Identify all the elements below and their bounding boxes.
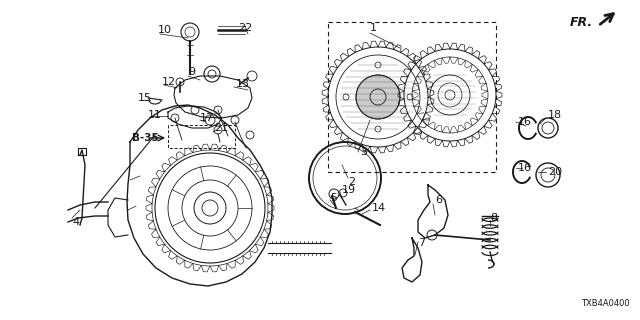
Text: 16: 16	[518, 117, 532, 127]
Text: 10: 10	[158, 25, 172, 35]
Text: 8: 8	[490, 213, 497, 223]
Text: 20: 20	[548, 167, 562, 177]
Text: B-35: B-35	[132, 133, 159, 143]
Text: 5: 5	[330, 193, 337, 203]
Text: 11: 11	[148, 110, 162, 120]
Text: 17: 17	[200, 113, 214, 123]
Text: 22: 22	[238, 23, 252, 33]
Text: 4: 4	[72, 217, 79, 227]
Circle shape	[356, 75, 400, 119]
Text: TXB4A0400: TXB4A0400	[581, 299, 630, 308]
Text: 14: 14	[372, 203, 386, 213]
Circle shape	[375, 126, 381, 132]
Text: 15: 15	[138, 93, 152, 103]
Text: 7: 7	[418, 238, 425, 248]
Text: 1: 1	[370, 23, 377, 33]
Text: FR.: FR.	[570, 15, 593, 28]
Text: 6: 6	[435, 195, 442, 205]
Text: 19: 19	[342, 185, 356, 195]
Text: 21: 21	[214, 123, 228, 133]
Text: 18: 18	[548, 110, 562, 120]
Text: 13: 13	[236, 79, 250, 89]
Text: 3: 3	[360, 147, 367, 157]
Text: 16: 16	[518, 163, 532, 173]
Circle shape	[407, 94, 413, 100]
Circle shape	[343, 94, 349, 100]
Circle shape	[375, 62, 381, 68]
Text: 2: 2	[348, 177, 355, 187]
Text: 12: 12	[162, 77, 176, 87]
Text: 9: 9	[188, 67, 195, 77]
